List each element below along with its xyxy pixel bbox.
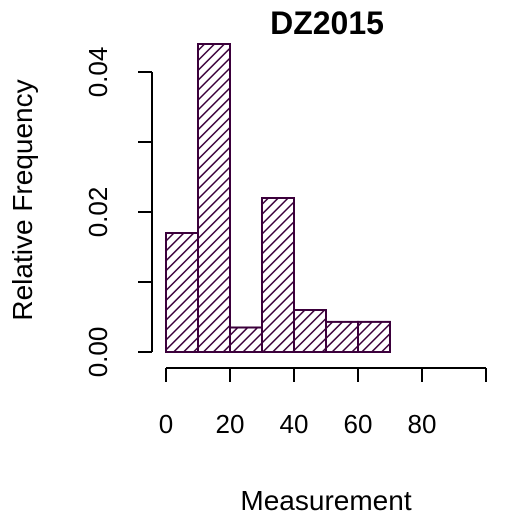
x-tick-label: 60 <box>344 409 373 439</box>
y-tick-label: 0.02 <box>83 187 113 238</box>
histogram-bar-2 <box>229 326 263 353</box>
histogram-bar-4 <box>293 309 327 353</box>
chart-title: DZ2015 <box>270 5 384 41</box>
y-tick-label: 0.00 <box>83 327 113 378</box>
x-tick-label: 40 <box>280 409 309 439</box>
histogram-bar-5 <box>325 320 359 353</box>
histogram-bar-6 <box>357 320 391 353</box>
x-tick-label: 20 <box>216 409 245 439</box>
x-tick-label: 0 <box>159 409 173 439</box>
x-tick-label: 80 <box>408 409 437 439</box>
y-axis-label: Relative Frequency <box>7 79 38 320</box>
histogram-bar-1 <box>197 43 231 353</box>
x-axis: 0 20 40 60 80 <box>159 367 487 439</box>
y-tick-label: 0.04 <box>83 47 113 98</box>
y-axis: 0.00 0.02 0.04 <box>83 47 153 378</box>
x-axis-label: Measurement <box>240 485 411 516</box>
histogram-bar-0 <box>165 232 199 353</box>
bars-group <box>165 43 391 353</box>
histogram-bar-3 <box>261 197 295 353</box>
